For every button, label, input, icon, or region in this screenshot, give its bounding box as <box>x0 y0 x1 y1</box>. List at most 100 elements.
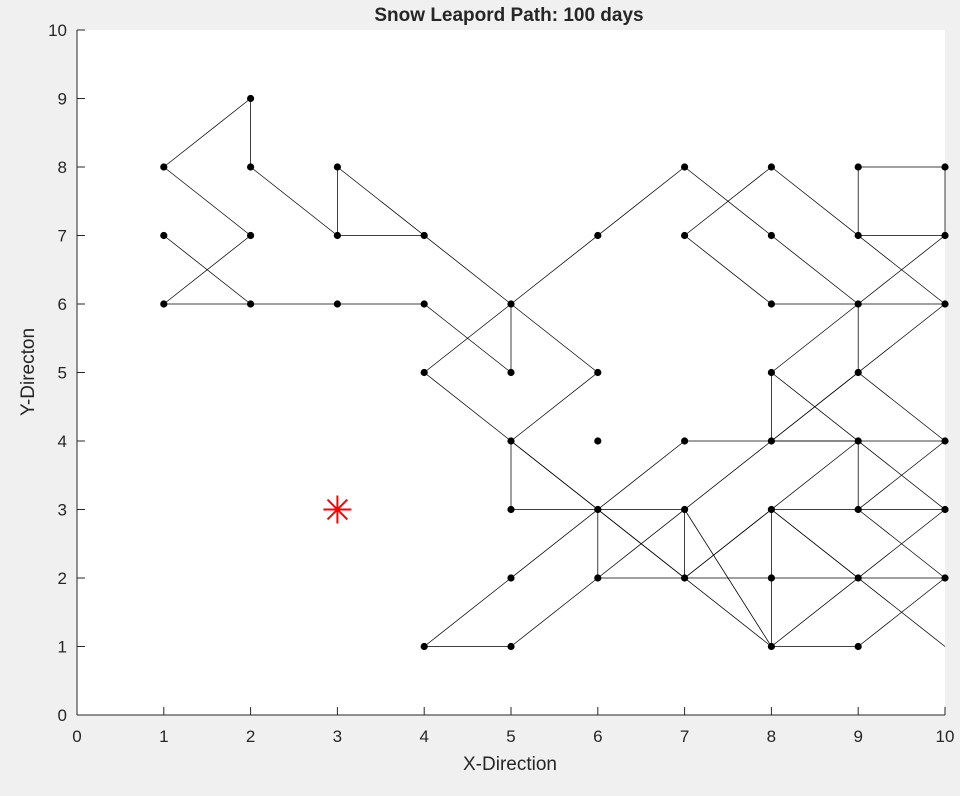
x-tick-label-8: 8 <box>767 727 776 746</box>
path-point-4 <box>247 163 255 171</box>
path-point-7 <box>333 163 341 171</box>
y-tick-label-0: 0 <box>58 706 67 725</box>
x-tick-label-7: 7 <box>680 727 689 746</box>
path-point-43 <box>854 505 862 514</box>
y-tick-label-6: 6 <box>58 295 67 314</box>
path-point-0 <box>160 163 168 171</box>
x-tick-label-3: 3 <box>333 727 342 746</box>
y-tick-label-8: 8 <box>58 158 67 177</box>
path-point-5 <box>247 231 255 240</box>
path-point-51 <box>941 574 949 582</box>
path-point-48 <box>941 300 949 308</box>
path-segment-57 <box>684 509 772 647</box>
path-point-42 <box>854 437 862 445</box>
path-point-28 <box>681 505 689 514</box>
start-marker <box>323 495 352 524</box>
path-point-10 <box>420 231 428 240</box>
path-point-25 <box>681 163 689 171</box>
x-tick-label-9: 9 <box>853 727 862 746</box>
path-segment-56 <box>771 509 859 579</box>
path-point-47 <box>941 231 949 240</box>
path-point-46 <box>941 163 949 171</box>
path-point-39 <box>854 231 862 240</box>
y-ticks: 0 1 2 3 4 5 6 7 8 9 10 <box>48 21 85 725</box>
x-axis-label: X-Direction <box>463 754 557 775</box>
path-point-11 <box>420 300 428 308</box>
path-segment-39 <box>857 235 946 305</box>
chart-title: Snow Leapord Path: 100 days <box>374 5 643 26</box>
path-segment-2 <box>250 166 338 236</box>
path-point-50 <box>941 505 949 514</box>
x-ticks: 0 1 2 3 4 5 6 7 8 9 10 <box>72 707 954 746</box>
y-tick-label-4: 4 <box>58 432 67 451</box>
path-segment-22 <box>423 440 685 647</box>
path-segment-12 <box>510 303 599 373</box>
path-point-41 <box>854 368 862 377</box>
path-point-6 <box>247 300 255 308</box>
path-point-33 <box>767 368 776 377</box>
path-segment-5 <box>163 235 251 305</box>
path-point-27 <box>681 437 689 445</box>
path-point-22 <box>594 437 602 445</box>
marker-star-stroke-3 <box>326 498 349 521</box>
path-point-16 <box>507 437 515 445</box>
path-point-24 <box>594 574 602 582</box>
path-point-13 <box>420 642 428 651</box>
path-point-12 <box>420 368 428 377</box>
path-segment-3 <box>163 166 251 236</box>
path-point-45 <box>854 642 862 651</box>
path-segment-30 <box>684 166 772 236</box>
y-tick-label-9: 9 <box>58 90 67 109</box>
y-axis-label: Y-Directon <box>18 328 39 416</box>
path-segment-21 <box>510 577 599 647</box>
path-point-36 <box>767 574 776 582</box>
path-point-34 <box>767 437 776 445</box>
x-tick-label-0: 0 <box>72 727 81 746</box>
path-point-18 <box>507 574 515 582</box>
path-segment-54 <box>857 509 946 579</box>
path-point-32 <box>767 300 776 308</box>
path-point-20 <box>594 231 602 240</box>
path-point-15 <box>507 368 515 377</box>
x-tick-label-4: 4 <box>419 727 428 746</box>
path-segment-45 <box>771 372 859 442</box>
path-segment-13 <box>510 372 599 442</box>
path-point-21 <box>594 368 602 377</box>
path-point-1 <box>160 231 168 240</box>
path-segment-46 <box>857 440 946 510</box>
path-point-14 <box>507 300 515 308</box>
path-segment-38 <box>771 303 859 373</box>
path-segment-41 <box>857 372 946 442</box>
path-point-30 <box>767 163 776 171</box>
path-segment-0 <box>163 98 251 168</box>
path-point-35 <box>767 505 776 514</box>
y-tick-label-2: 2 <box>58 569 67 588</box>
path-point-23 <box>594 505 602 514</box>
path-point-31 <box>767 231 776 240</box>
visited-points <box>160 94 949 651</box>
y-tick-label-10: 10 <box>48 21 67 40</box>
path-point-9 <box>333 300 341 308</box>
path-point-2 <box>160 300 168 308</box>
path-segment-32 <box>684 235 772 305</box>
x-tick-label-10: 10 <box>936 727 955 746</box>
path-point-44 <box>854 574 862 582</box>
path-point-19 <box>507 642 515 651</box>
y-tick-label-5: 5 <box>58 364 67 383</box>
x-tick-label-2: 2 <box>246 727 255 746</box>
path-point-40 <box>854 300 862 308</box>
path-point-37 <box>767 642 776 651</box>
x-tick-label-1: 1 <box>159 727 168 746</box>
path-point-49 <box>941 437 949 445</box>
path-point-26 <box>681 231 689 240</box>
y-tick-label-1: 1 <box>58 638 67 657</box>
path-point-29 <box>681 574 689 582</box>
x-tick-label-6: 6 <box>593 727 602 746</box>
path-point-3 <box>247 94 255 103</box>
y-tick-label-7: 7 <box>58 227 67 246</box>
path-segment-16 <box>423 303 512 373</box>
path-point-8 <box>333 231 341 240</box>
path-point-17 <box>507 505 515 514</box>
x-tick-label-5: 5 <box>506 727 515 746</box>
